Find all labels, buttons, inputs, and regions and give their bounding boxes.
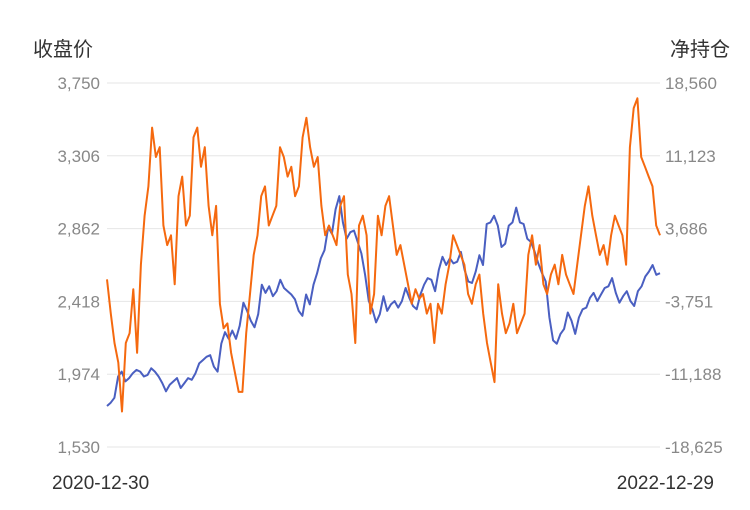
- x-axis-start-date: 2020-12-30: [52, 473, 149, 494]
- left-axis-ticks: 3,750 3,306 2,862 2,418 1,974 1,530: [57, 74, 100, 457]
- closing-price-line: [106, 195, 661, 407]
- left-tick-label: 3,306: [57, 147, 100, 166]
- right-tick-label: -18,625: [665, 438, 723, 457]
- left-tick-label: 2,862: [57, 220, 100, 239]
- net-position-line: [106, 97, 661, 413]
- right-tick-label: -11,188: [665, 365, 721, 384]
- left-tick-label: 1,974: [57, 365, 100, 384]
- right-tick-label: 18,560: [665, 74, 717, 93]
- left-tick-label: 2,418: [57, 292, 100, 311]
- series-lines: [106, 97, 661, 413]
- right-tick-label: 11,123: [665, 147, 716, 166]
- left-tick-label: 1,530: [57, 438, 100, 457]
- right-axis-title: 净持仓: [670, 38, 730, 61]
- x-axis-end-date: 2022-12-29: [617, 473, 714, 494]
- right-tick-label: -3,751: [665, 292, 713, 311]
- left-tick-label: 3,750: [57, 74, 100, 93]
- left-axis-title: 收盘价: [33, 38, 93, 61]
- right-axis-ticks: 18,560 11,123 3,686 -3,751 -11,188 -18,625: [665, 74, 723, 457]
- right-tick-label: 3,686: [665, 220, 708, 239]
